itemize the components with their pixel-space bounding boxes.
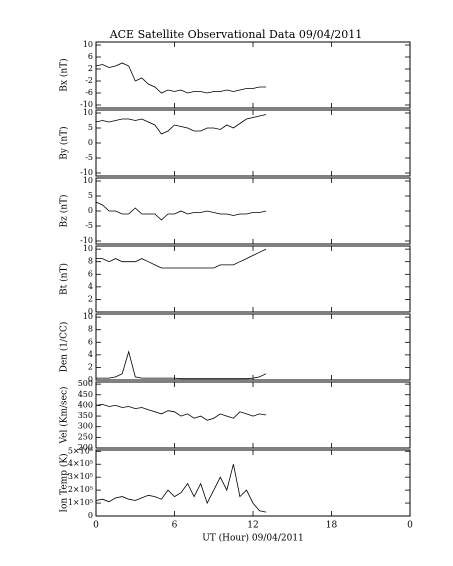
y-tick-label: 300 (78, 422, 93, 431)
x-tick-label: 0 (407, 521, 413, 531)
y-tick-label: 0 (88, 206, 93, 215)
y-tick-label: 4 (88, 350, 93, 359)
panel-frame (95, 381, 411, 449)
y-tick-label: 0 (88, 511, 93, 520)
y-tick-label: 5×10⁵ (68, 446, 93, 455)
y-tick-label: 10 (83, 40, 93, 49)
x-tick-label: 12 (247, 521, 258, 531)
y-tick-label: 4 (88, 282, 93, 291)
y-tick-label: 400 (78, 400, 93, 409)
panel-frame (95, 449, 411, 517)
y-tick-label: 0 (88, 375, 93, 384)
y-tick-label: 5 (88, 123, 93, 132)
panel-frame (95, 177, 411, 245)
data-line (95, 464, 267, 513)
x-tick-label: 18 (326, 521, 338, 531)
y-tick-label: 10 (83, 312, 93, 321)
y-tick-label: 8 (88, 325, 93, 334)
y-axis-label: By (nT) (59, 126, 70, 159)
y-tick-label: -5 (85, 221, 93, 230)
y-tick-label: -6 (85, 88, 93, 97)
y-tick-label: 10 (83, 244, 93, 253)
y-tick-label: 2 (88, 64, 93, 73)
y-tick-label: 2×10⁵ (68, 485, 93, 494)
y-axis-label: Vel (Km/sec) (59, 386, 70, 444)
data-line (96, 350, 267, 380)
y-tick-label: 0 (88, 138, 93, 147)
y-axis-label: Den (1/CC) (59, 322, 70, 373)
x-tick-label: 0 (93, 521, 99, 531)
data-line (95, 114, 267, 135)
y-tick-label: -2 (85, 76, 93, 85)
y-tick-label: 5 (88, 191, 93, 200)
y-tick-label: 10 (83, 108, 93, 117)
panel-frame (95, 245, 411, 313)
y-tick-label: 6 (88, 337, 93, 346)
y-axis-label: Bz (nT) (59, 194, 70, 227)
x-tick-label: 6 (172, 521, 178, 531)
y-tick-label: -10 (80, 100, 93, 109)
y-axis-label: Bt (nT) (59, 263, 70, 295)
y-tick-label: 6 (88, 269, 93, 278)
y-tick-label: -10 (80, 168, 93, 177)
panel-frame (95, 313, 411, 381)
panel-frame (95, 41, 411, 109)
data-line (96, 248, 267, 269)
data-line (95, 62, 267, 94)
y-axis-label: Ion Temp (K) (59, 453, 70, 512)
data-line (95, 201, 267, 221)
y-tick-label: 3×10⁵ (68, 472, 93, 481)
y-tick-label: 2 (88, 362, 93, 371)
y-tick-label: 0 (88, 307, 93, 316)
y-tick-label: 450 (78, 390, 93, 399)
x-axis-label: UT (Hour) 09/04/2011 (202, 533, 304, 544)
y-tick-label: 200 (78, 443, 93, 452)
y-axis-label: Bx (nT) (59, 58, 70, 91)
y-tick-label: 8 (88, 257, 93, 266)
y-tick-label: 4×10⁵ (68, 459, 93, 468)
y-tick-label: 500 (78, 379, 93, 388)
y-tick-label: 2 (88, 294, 93, 303)
y-tick-label: 350 (78, 411, 93, 420)
data-line (95, 403, 267, 421)
y-tick-label: 250 (78, 432, 93, 441)
y-tick-label: 10 (83, 176, 93, 185)
y-tick-label: -5 (85, 153, 93, 162)
y-tick-label: -10 (80, 236, 93, 245)
y-tick-label: 6 (88, 52, 93, 61)
y-tick-label: 1×10⁵ (68, 498, 93, 507)
chart-title: ACE Satellite Observational Data 09/04/2… (109, 28, 363, 41)
